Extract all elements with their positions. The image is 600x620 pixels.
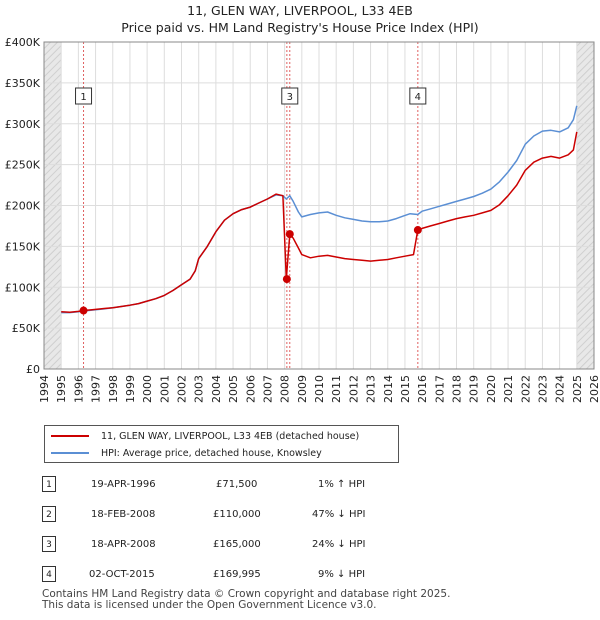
table-row: 3 18-APR-2008 £165,000 24% ↓ HPI: [42, 536, 382, 556]
sale-point-1: [79, 306, 88, 315]
row-hpi: 47% ↓ HPI: [312, 509, 366, 520]
x-tick-label: 2001: [158, 375, 171, 403]
legend-swatch-hpi: [51, 452, 89, 454]
row-hpi: 1% ↑ HPI: [318, 479, 366, 490]
x-tick-label: 2002: [176, 375, 189, 403]
row-date: 02-OCT-2015: [89, 569, 155, 580]
x-tick-label: 2016: [416, 375, 429, 403]
y-tick-label: £350K: [5, 77, 41, 90]
y-tick-label: £50K: [12, 322, 41, 335]
series-line-property: [61, 131, 578, 313]
y-tick-label: £250K: [5, 159, 41, 172]
x-tick-label: 2003: [193, 375, 206, 403]
x-tick-label: 2020: [485, 375, 498, 403]
x-tick-label: 2023: [536, 375, 549, 403]
row-number-badge: 2: [42, 506, 56, 522]
x-tick-label: 2009: [296, 375, 309, 403]
y-tick-label: £300K: [5, 118, 41, 131]
sale-point-2: [282, 275, 291, 284]
x-tick-label: 2007: [261, 375, 274, 403]
y-tick-label: £0: [26, 363, 40, 376]
x-tick-label: 2022: [519, 375, 532, 403]
row-price: £169,995: [213, 569, 261, 580]
x-tick-label: 2019: [468, 375, 481, 403]
table-row: 2 18-FEB-2008 £110,000 47% ↓ HPI: [42, 506, 382, 526]
table-row: 4 02-OCT-2015 £169,995 9% ↓ HPI: [42, 566, 382, 586]
axes: [43, 41, 595, 370]
price-chart: 1 3 4 £0 £50K £100K £150K £200K £250K £300K £350K…: [5, 36, 600, 403]
row-price: £71,500: [216, 479, 258, 490]
footer-line-1: Contains HM Land Registry data © Crown c…: [42, 588, 451, 600]
sale-marker-frame: [75, 87, 93, 105]
y-tick-label: £200K: [5, 200, 41, 213]
grid-lines: [43, 41, 595, 370]
x-tick-label: 2024: [554, 375, 567, 403]
sale-marker-label: 1: [80, 92, 86, 103]
plot-frame: [43, 41, 595, 370]
x-tick-label: 2017: [433, 375, 446, 403]
chart-title: 11, GLEN WAY, LIVERPOOL, L33 4EB Price p…: [0, 2, 600, 36]
y-tick-label: £400K: [5, 36, 41, 49]
x-tick-label: 2008: [279, 375, 292, 403]
title-line-2: Price paid vs. HM Land Registry's House …: [121, 20, 479, 35]
x-tick-label: 2005: [227, 375, 240, 403]
row-date: 19-APR-1996: [91, 479, 156, 490]
x-tick-label: 2021: [502, 375, 515, 403]
legend-item-property: 11, GLEN WAY, LIVERPOOL, L33 4EB (detach…: [51, 428, 359, 444]
x-tick-label: 1998: [107, 375, 120, 403]
series-lines: [61, 105, 578, 314]
x-tick-label: 2000: [141, 375, 154, 403]
x-tick-label: 2015: [399, 375, 412, 403]
y-tick-labels: £0 £50K £100K £150K £200K £250K £300K £350K £400…: [5, 36, 41, 376]
row-hpi: 9% ↓ HPI: [318, 569, 366, 580]
x-tick-label: 1996: [72, 375, 85, 403]
row-number-badge: 1: [42, 476, 56, 492]
legend-label-property: 11, GLEN WAY, LIVERPOOL, L33 4EB (detach…: [101, 430, 360, 442]
sale-marker-label: 4: [415, 92, 421, 103]
sale-points: [79, 226, 422, 315]
x-tick-label: 1997: [90, 375, 103, 403]
sale-point-3: [285, 230, 294, 239]
x-tick-label: 2010: [313, 375, 326, 403]
legend-swatch-property: [51, 435, 89, 437]
footer-attribution: Contains HM Land Registry data © Crown c…: [42, 589, 450, 611]
row-date: 18-APR-2008: [91, 539, 156, 550]
sale-marker-box-3: 3: [281, 87, 299, 105]
x-tick-label: 2018: [451, 375, 464, 403]
x-tick-labels: 1994 1995 1996 1997 1998 1999 2000 2001 2002 2003…: [38, 375, 600, 403]
x-tick-label: 2025: [571, 375, 584, 403]
x-tick-label: 2006: [244, 375, 257, 403]
legend: 11, GLEN WAY, LIVERPOOL, L33 4EB (detach…: [44, 425, 399, 463]
title-line-1: 11, GLEN WAY, LIVERPOOL, L33 4EB: [187, 3, 413, 18]
sale-marker-box-4: 4: [409, 87, 427, 105]
row-price: £165,000: [213, 539, 261, 550]
legend-item-hpi: HPI: Average price, detached house, Know…: [51, 445, 322, 461]
table-row: 1 19-APR-1996 £71,500 1% ↑ HPI: [42, 476, 382, 496]
row-number-badge: 3: [42, 536, 56, 552]
row-price: £110,000: [213, 509, 261, 520]
x-tick-label: 2014: [382, 375, 395, 403]
legend-label-hpi: HPI: Average price, detached house, Know…: [101, 447, 322, 459]
x-tick-label: 1995: [55, 375, 68, 403]
row-number-badge: 4: [42, 566, 56, 582]
x-tick-label: 1994: [38, 375, 51, 403]
footer-line-2: This data is licensed under the Open Gov…: [42, 599, 377, 611]
x-tick-label: 1999: [124, 375, 137, 403]
y-tick-label: £100K: [5, 281, 41, 294]
x-tick-label: 2026: [588, 375, 600, 403]
x-tick-label: 2004: [210, 375, 223, 403]
sale-point-4: [413, 226, 422, 235]
sale-marker-boxes: 1 3 4: [75, 87, 427, 105]
x-tick-label: 2011: [330, 375, 343, 403]
y-tick-label: £150K: [5, 240, 41, 253]
row-hpi: 24% ↓ HPI: [312, 539, 366, 550]
row-date: 18-FEB-2008: [91, 509, 156, 520]
x-tick-label: 2013: [365, 375, 378, 403]
sale-marker-frame: [281, 87, 299, 105]
sale-marker-label: 3: [287, 92, 293, 103]
x-tick-label: 2012: [347, 375, 360, 403]
sale-marker-box-1: 1: [75, 87, 93, 105]
sale-marker-frame: [409, 87, 427, 105]
